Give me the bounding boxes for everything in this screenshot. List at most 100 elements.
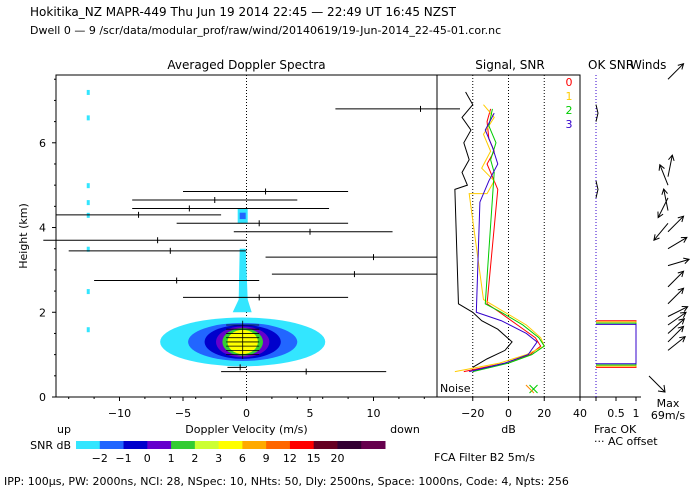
frac-ok-series-2 [596, 322, 637, 366]
wind-arrow-5 [653, 222, 669, 241]
height-tick-label-2: 2 [39, 306, 46, 319]
footer-fca-filter: FCA Filter B2 5m/s [434, 451, 535, 464]
signal-series-2 [472, 108, 545, 373]
height-tick-label-0: 0 [39, 391, 46, 404]
wind-arrowhead-13 [678, 318, 686, 325]
wind-arrow-11 [667, 306, 688, 317]
colorbar-tick-10: 20 [330, 452, 344, 465]
wind-arrow-6 [667, 215, 684, 233]
wind-arrow-14 [667, 326, 684, 343]
velocity-tick-label-5: 5 [307, 407, 314, 420]
wind-arrowhead-2 [658, 163, 665, 171]
up-direction-label: up [57, 423, 71, 436]
signal-series-1 [454, 104, 545, 373]
wind-arrowhead-6 [677, 215, 685, 223]
colorbar-bin-3 [147, 441, 172, 449]
noise-speckle-3 [86, 200, 90, 206]
signal-axis-label: dB [501, 423, 516, 436]
colorbar-bin-10 [313, 441, 338, 449]
wind-arrow-15 [667, 336, 686, 351]
velocity-tick-label-10: 10 [367, 407, 381, 420]
colorbar-tick-6: 6 [239, 452, 246, 465]
wind-arrowhead-5 [653, 234, 660, 241]
colorbar-tick-2: 0 [144, 452, 151, 465]
wind-max-label: Max [657, 397, 680, 410]
wind-arrow-1 [667, 155, 673, 177]
noise-marker-orange [525, 384, 535, 394]
colorbar-tick-1: −1 [115, 452, 131, 465]
wind-arrowhead-15 [679, 335, 686, 343]
frac-tick-label-1: 1 [633, 407, 640, 420]
velocity-tick-label--5: −5 [175, 407, 191, 420]
wind-scale-arrowhead [657, 384, 666, 393]
signal-legend-1: 1 [566, 90, 573, 103]
wind-arrow-9 [667, 270, 684, 288]
wind-arrowhead-8 [683, 257, 691, 264]
wind-arrowhead-12 [680, 311, 687, 318]
frac-ok-label: Frac OK [594, 423, 637, 436]
wind-scale-arrow [648, 375, 666, 393]
frac-ok-mid-trace [595, 180, 599, 198]
colorbar-bin-9 [289, 441, 315, 449]
colorbar-tick-9: 15 [307, 452, 321, 465]
signal-tick-label-20: 20 [537, 407, 551, 420]
colorbar-bin-8 [266, 441, 291, 449]
signal-series-Signal [454, 91, 513, 368]
wind-arrowhead-4 [661, 187, 668, 195]
frac-ok-series-3 [596, 323, 637, 365]
wind-arrow-8 [667, 258, 690, 267]
signal-snr-title: Signal, SNR [475, 58, 544, 72]
wind-arrow-2 [659, 164, 669, 186]
wind-arrowhead-9 [677, 270, 685, 278]
signal-tick-label--20: −20 [461, 407, 484, 420]
wind-arrowhead-7 [680, 236, 688, 243]
frac-ok-high-trace [595, 104, 599, 122]
wind-arrowhead-3 [657, 211, 664, 219]
down-direction-label: down [390, 423, 420, 436]
wind-arrowhead-11 [681, 305, 689, 312]
colorbar-bin-7 [242, 441, 267, 449]
noise-marker [529, 384, 538, 394]
noise-speckle-5 [86, 246, 90, 252]
wind-arrow-13 [667, 318, 685, 334]
wind-arrow-0 [667, 63, 684, 80]
colorbar-tick-5: 3 [215, 452, 222, 465]
spectral-patch-4km-core [239, 212, 246, 220]
colorbar-bin-11 [337, 441, 362, 449]
signal-tick-label-0: 0 [505, 407, 512, 420]
colorbar-tick-3: 1 [168, 452, 175, 465]
plot-subtitle: Dwell 0 — 9 /scr/data/modular_prof/raw/w… [30, 24, 502, 37]
ok-snr-title: OK SNR [588, 58, 634, 72]
colorbar-bin-5 [194, 441, 220, 449]
footer-params: IPP: 100µs, PW: 2000ns, NCI: 28, NSpec: … [4, 475, 569, 488]
colorbar-label: SNR dB [30, 439, 71, 452]
wind-arrowhead-10 [677, 287, 685, 295]
velocity-tick-label-0: 0 [243, 407, 250, 420]
colorbar-tick-8: 12 [283, 452, 297, 465]
noise-speckle-6 [86, 289, 90, 295]
wind-arrow-10 [667, 287, 684, 305]
signal-series-3 [469, 112, 538, 373]
height-axis-label: Height (km) [17, 203, 30, 269]
wind-max-speed: 69m/s [651, 409, 685, 422]
ac-offset-legend: ··· AC offset [594, 435, 658, 448]
height-tick-label-6: 6 [39, 137, 46, 150]
signal-legend-0: 0 [566, 76, 573, 89]
noise-speckle-1 [86, 115, 90, 121]
noise-speckle-0 [86, 89, 90, 95]
colorbar-bin-12 [361, 441, 386, 449]
colorbar-tick-4: 2 [191, 452, 198, 465]
velocity-tick-label--10: −10 [108, 407, 131, 420]
spectra-title: Averaged Doppler Spectra [167, 58, 325, 72]
noise-speckle-7 [86, 327, 90, 333]
velocity-axis-label: Doppler Velocity (m/s) [185, 423, 307, 436]
wind-arrow-7 [667, 236, 688, 250]
colorbar-tick-0: −2 [92, 452, 108, 465]
colorbar-bin-4 [171, 441, 196, 449]
wind-arrowhead-0 [677, 62, 685, 70]
colorbar-bin-1 [99, 441, 125, 449]
wind-arrow-12 [667, 311, 687, 326]
signal-tick-label-40: 40 [573, 407, 587, 420]
noise-speckle-2 [86, 183, 90, 189]
